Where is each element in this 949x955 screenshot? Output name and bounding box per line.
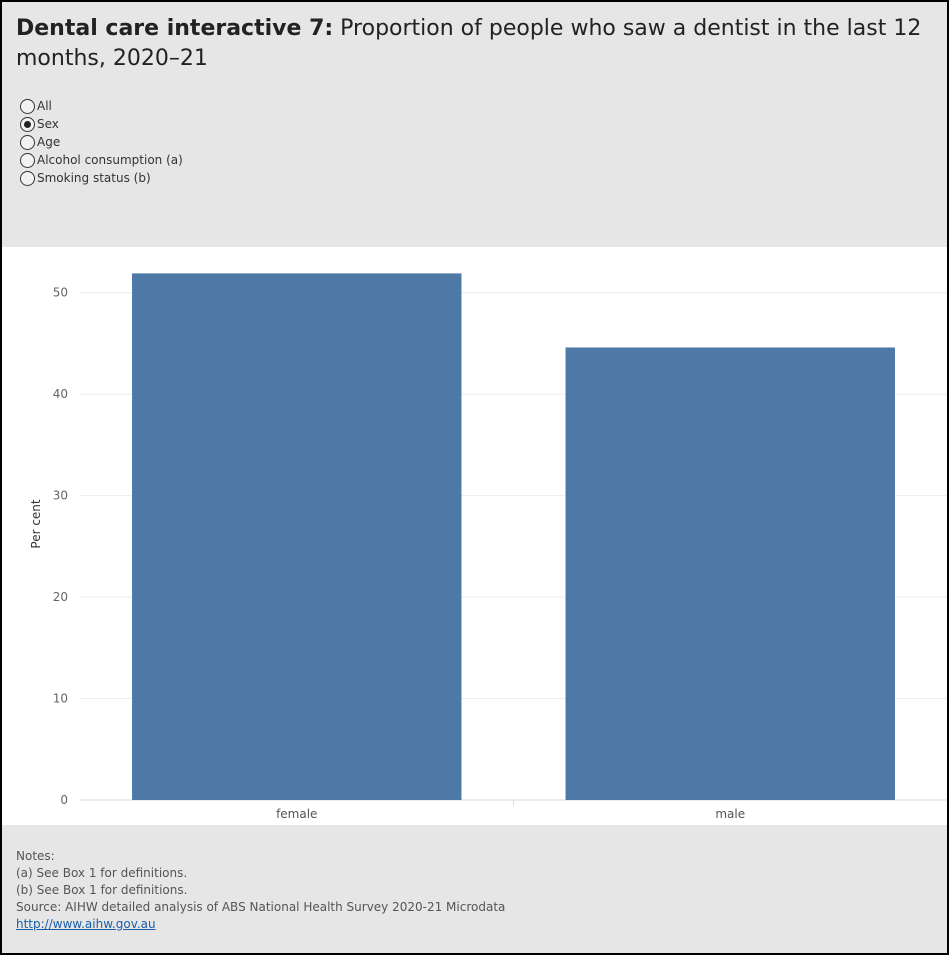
radio-button-sex[interactable] [20, 116, 35, 132]
source-note: Source: AIHW detailed analysis of ABS Na… [16, 900, 506, 914]
radio-label-alcohol: Alcohol consumption (a) [37, 153, 183, 167]
y-tick-label-40: 40 [53, 387, 68, 401]
radio-label-all: All [37, 99, 52, 113]
note-a: (a) See Box 1 for definitions. [16, 866, 188, 880]
x-tick-label-female: female [276, 807, 317, 821]
x-axis-ticks: female male [276, 807, 745, 821]
y-axis-ticks: 0 10 20 30 40 50 [53, 286, 68, 807]
notes-section: Notes: (a) See Box 1 for definitions. (b… [16, 848, 505, 933]
y-axis-label: Per cent [29, 499, 43, 549]
source-link[interactable]: http://www.aihw.gov.au [16, 917, 156, 931]
radio-label-age: Age [37, 135, 61, 149]
bars-group [132, 273, 895, 800]
radio-button-age[interactable] [20, 134, 35, 150]
radio-option-all[interactable]: All [20, 97, 183, 115]
notes-heading: Notes: [16, 849, 55, 863]
filter-radio-group: All Sex Age Alcohol consumption (a) Smok… [20, 97, 183, 187]
y-tick-label-20: 20 [53, 590, 68, 604]
radio-button-alcohol[interactable] [20, 152, 35, 168]
page-title: Dental care interactive 7: Proportion of… [16, 14, 936, 74]
radio-label-sex: Sex [37, 117, 59, 131]
radio-option-smoking[interactable]: Smoking status (b) [20, 169, 183, 187]
radio-label-smoking: Smoking status (b) [37, 171, 151, 185]
x-tick-label-male: male [715, 807, 745, 821]
radio-option-age[interactable]: Age [20, 133, 183, 151]
y-tick-label-0: 0 [60, 793, 68, 807]
bar-chart: 0 10 20 30 40 50 female male Per cent [29, 273, 947, 821]
bar-female [132, 273, 462, 800]
y-tick-label-30: 30 [53, 489, 68, 503]
radio-option-sex[interactable]: Sex [20, 115, 183, 133]
title-text: Proportion of people who saw a dentist i… [16, 16, 922, 71]
y-tick-label-10: 10 [53, 692, 68, 706]
note-b: (b) See Box 1 for definitions. [16, 883, 188, 897]
bar-male [565, 347, 895, 800]
y-tick-label-50: 50 [53, 286, 68, 300]
title-bold: Dental care interactive 7: [16, 16, 334, 41]
radio-button-smoking[interactable] [20, 170, 35, 186]
chart-panel: 0 10 20 30 40 50 female male Per cent [2, 247, 947, 825]
radio-option-alcohol[interactable]: Alcohol consumption (a) [20, 151, 183, 169]
radio-button-all[interactable] [20, 98, 35, 114]
